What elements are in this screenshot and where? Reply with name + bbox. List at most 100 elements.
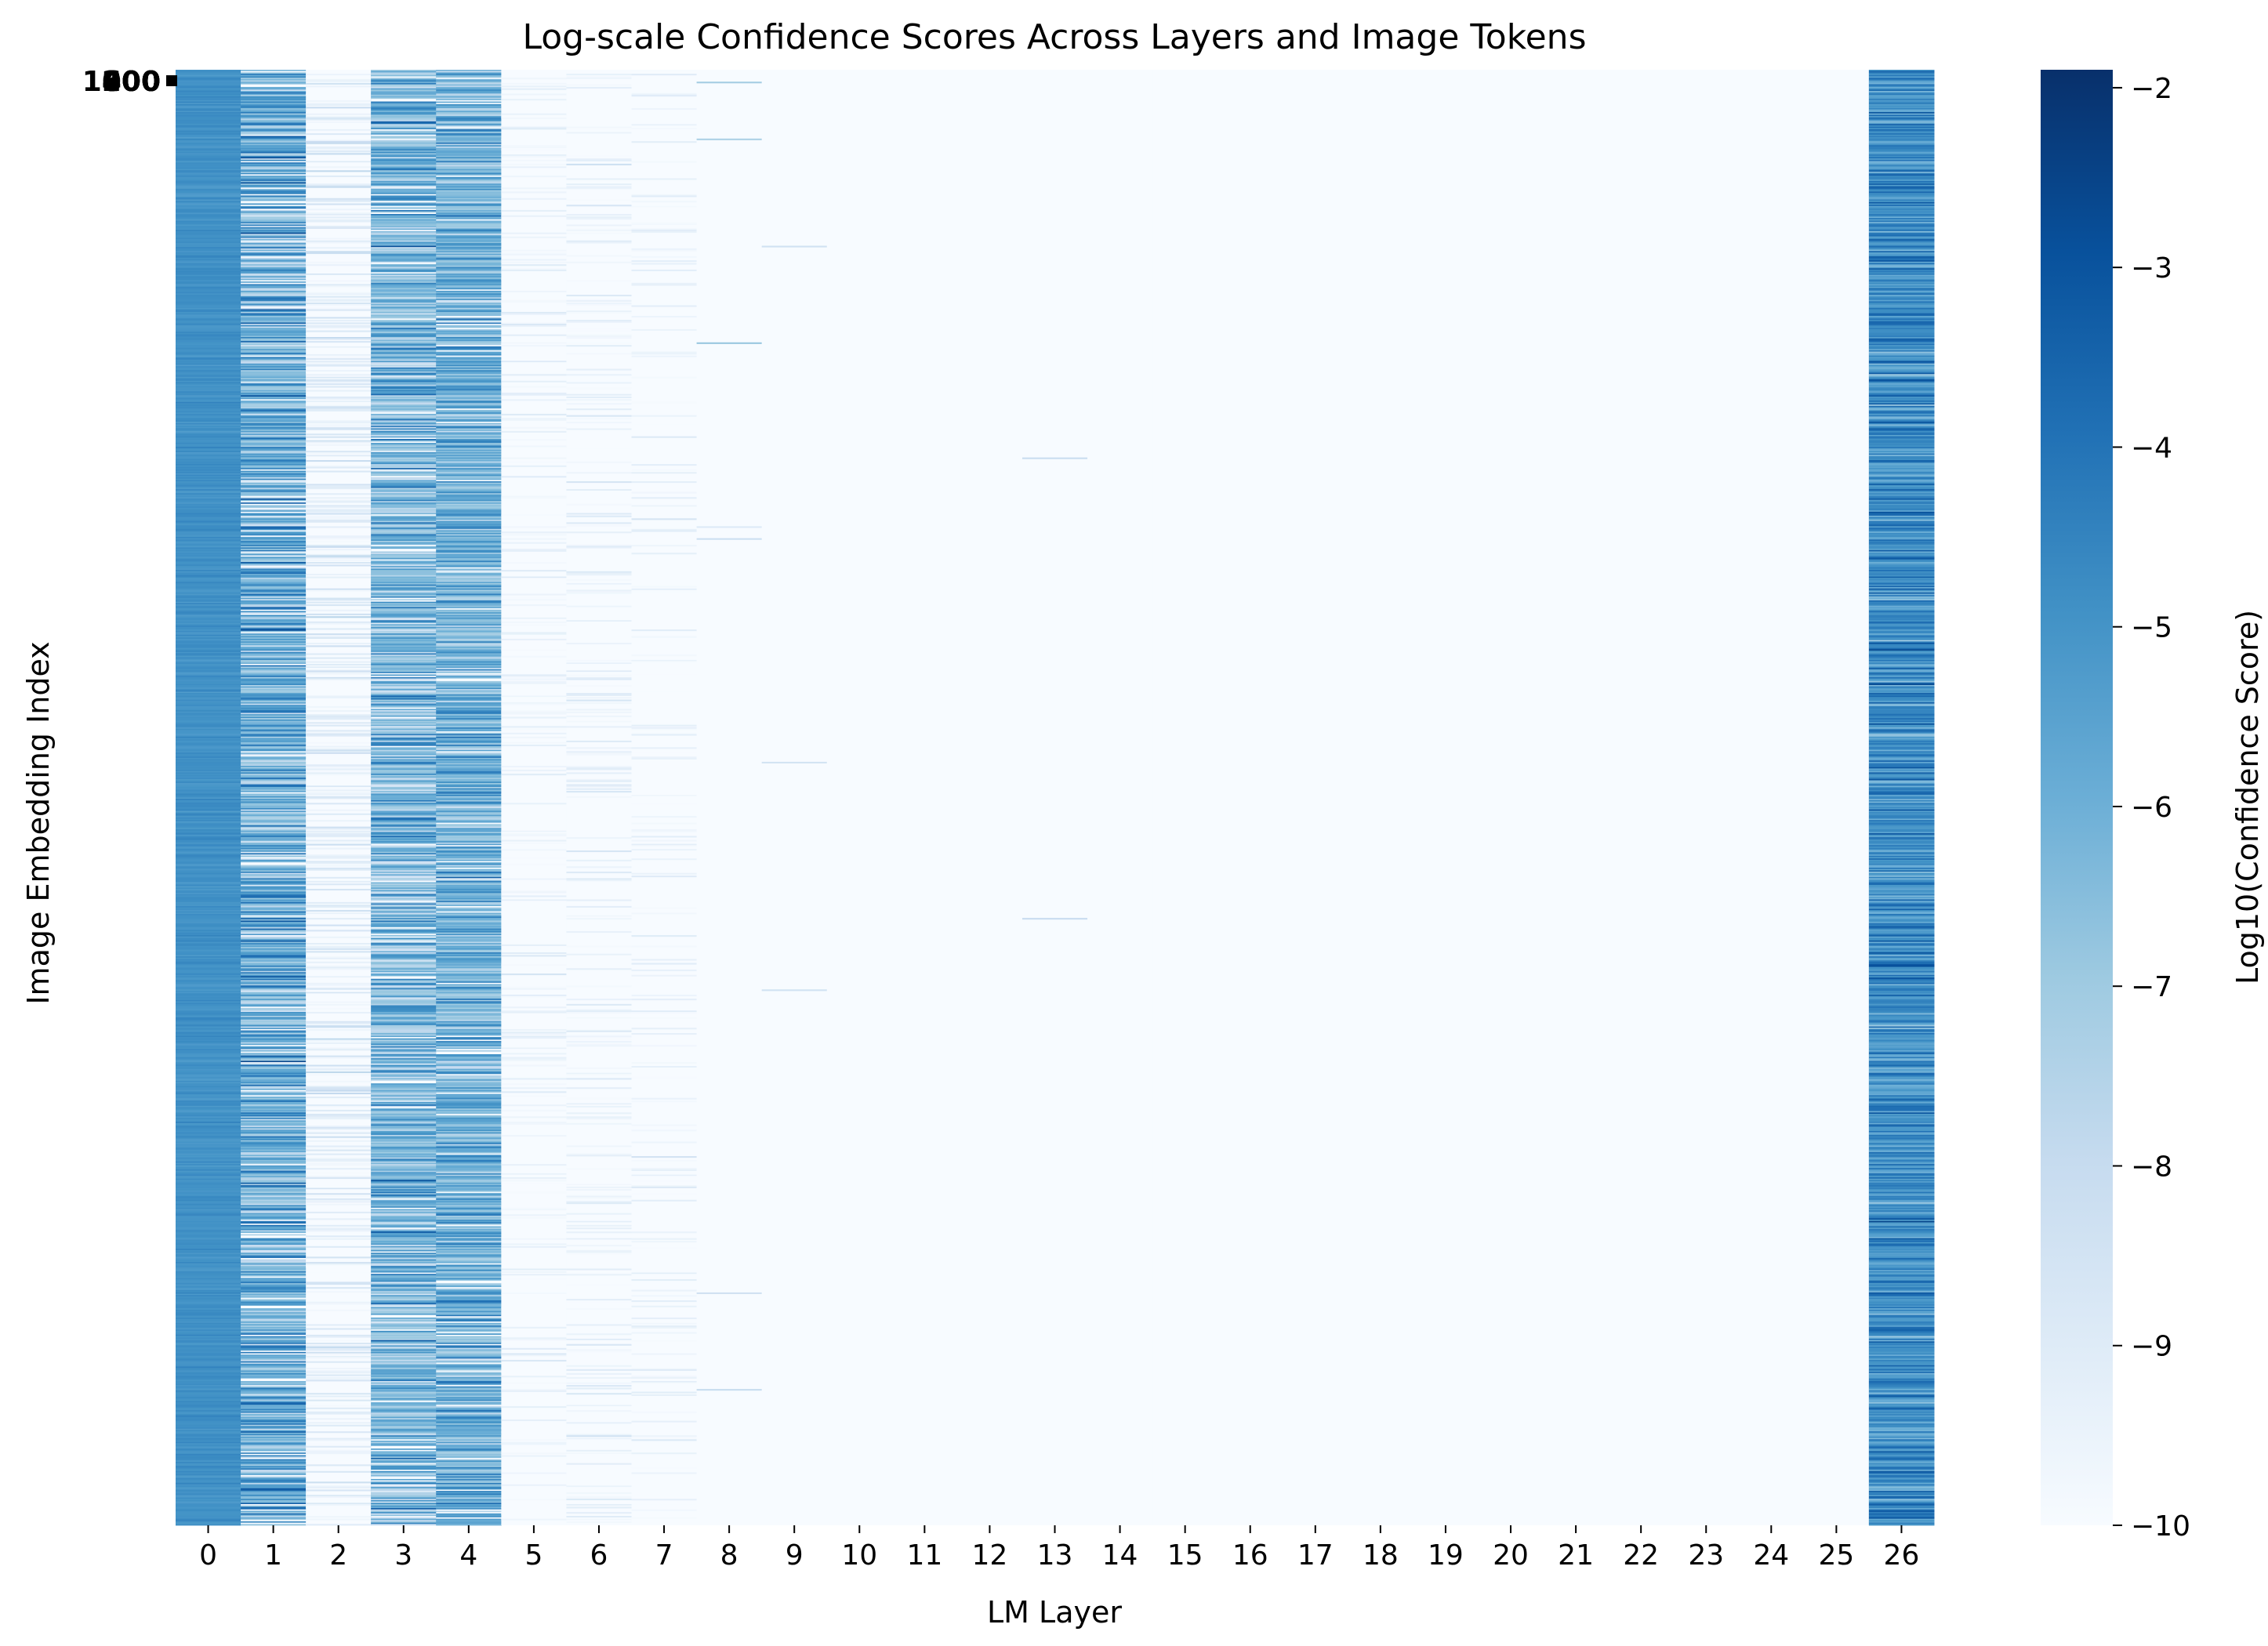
heatmap-cell [371, 780, 437, 782]
heatmap-cell [436, 1151, 502, 1153]
heatmap-cell [176, 768, 241, 770]
heatmap-cell [306, 995, 372, 998]
heatmap-cell [371, 1481, 437, 1484]
heatmap-cell [436, 517, 502, 519]
heatmap-cell [176, 239, 241, 241]
heatmap-cell [241, 747, 307, 749]
heatmap-cell [306, 1340, 372, 1342]
heatmap-cell [306, 245, 372, 248]
heatmap-cell [371, 1441, 437, 1444]
heatmap-cell [241, 276, 307, 278]
heatmap-cell [306, 597, 372, 600]
heatmap-cell [306, 1485, 372, 1488]
heatmap-cell [241, 1066, 307, 1068]
heatmap-cell [241, 230, 307, 234]
heatmap-cell [371, 89, 437, 92]
heatmap-cell [436, 1272, 502, 1274]
heatmap-cell [176, 1173, 241, 1176]
heatmap-cell [306, 1300, 372, 1303]
heatmap-cell [371, 80, 437, 82]
heatmap-cell [436, 266, 502, 269]
heatmap-cell [176, 1177, 241, 1180]
heatmap-cell [176, 1203, 241, 1205]
heatmap-cell [436, 214, 502, 216]
heatmap-cell [241, 553, 307, 556]
heatmap-cell [371, 1459, 437, 1461]
heatmap-cell [306, 1341, 372, 1343]
heatmap-cell [241, 966, 307, 969]
heatmap-cell [306, 1038, 372, 1040]
heatmap-cell [436, 809, 502, 811]
heatmap-cell [176, 1063, 241, 1065]
heatmap-cell [241, 701, 307, 703]
heatmap-cell [241, 1009, 307, 1011]
heatmap-cell [371, 1170, 437, 1173]
heatmap-cell [306, 338, 372, 340]
heatmap-cell [436, 404, 502, 407]
heatmap-cell [436, 995, 502, 997]
heatmap-cell [176, 1409, 241, 1411]
heatmap-cell [176, 784, 241, 786]
heatmap-cell [241, 194, 307, 196]
heatmap-cell [306, 1499, 372, 1501]
heatmap-cell [371, 1020, 437, 1022]
heatmap-cell [371, 285, 437, 288]
heatmap-cell [436, 155, 502, 158]
heatmap-cell [306, 404, 372, 407]
heatmap-cell [371, 674, 437, 676]
heatmap-cell [306, 216, 372, 219]
heatmap-cell [371, 686, 437, 688]
heatmap-cell [241, 1383, 307, 1386]
heatmap-cell [371, 1480, 437, 1482]
heatmap-cell [176, 1141, 241, 1144]
heatmap-cell [241, 866, 307, 868]
heatmap-cell [241, 1330, 307, 1332]
heatmap-cell [241, 517, 307, 519]
heatmap-cell [436, 1003, 502, 1006]
heatmap-cell [371, 562, 437, 564]
heatmap-cell [306, 1238, 372, 1240]
heatmap-cell [436, 1347, 502, 1350]
heatmap-cell [241, 392, 307, 395]
heatmap-cell [176, 129, 241, 132]
heatmap-cell [436, 318, 502, 321]
heatmap-cell [176, 477, 241, 480]
heatmap-cell [176, 760, 241, 763]
heatmap-cell [176, 491, 241, 494]
heatmap-cell [371, 993, 437, 995]
heatmap-cell [371, 1474, 437, 1477]
heatmap-cell [436, 412, 502, 415]
heatmap-cell [436, 1401, 502, 1403]
heatmap-cell [306, 184, 372, 187]
heatmap-cell [306, 1227, 372, 1230]
heatmap-cell [241, 286, 307, 288]
heatmap-cell [436, 408, 502, 411]
heatmap-cell [436, 449, 502, 451]
heatmap-cell [436, 1097, 502, 1099]
heatmap-cell [371, 826, 437, 828]
heatmap-cell [306, 1347, 372, 1350]
heatmap-cell [371, 926, 437, 930]
heatmap-cell [241, 1411, 307, 1413]
heatmap-cell [241, 720, 307, 723]
heatmap-cell [241, 1353, 307, 1355]
heatmap-cell [241, 1182, 307, 1184]
heatmap-cell [371, 866, 437, 868]
heatmap-cell [436, 276, 502, 278]
heatmap-cell [176, 1239, 241, 1242]
heatmap-cell [371, 752, 437, 755]
heatmap-cell [436, 1253, 502, 1255]
heatmap-cell [371, 1051, 437, 1053]
heatmap-cell [241, 774, 307, 776]
heatmap-cell [176, 1199, 241, 1202]
heatmap-cell [371, 1238, 437, 1240]
heatmap-cell [371, 549, 437, 551]
heatmap-cell [241, 393, 307, 396]
heatmap-cell [371, 243, 437, 245]
heatmap-cell [501, 145, 567, 147]
heatmap-cell [176, 328, 241, 331]
heatmap-cell [176, 1368, 241, 1370]
heatmap-cell [241, 167, 307, 170]
heatmap-cell [176, 506, 241, 509]
heatmap-cell [241, 1005, 307, 1007]
